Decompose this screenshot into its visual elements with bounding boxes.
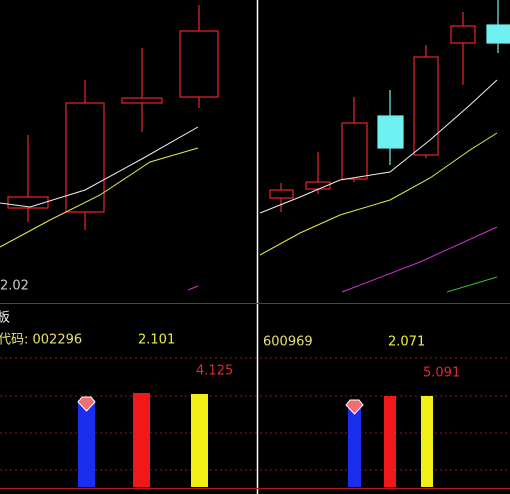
highlight-label: 5.091 [423, 366, 460, 381]
ma-line [446, 276, 498, 293]
ma-line [0, 126, 199, 208]
sector-label: 板 [0, 311, 10, 326]
ma-line [0, 147, 199, 248]
value-label: 2.071 [388, 335, 425, 350]
price-label: 2.02 [0, 279, 29, 294]
value-label: 2.101 [138, 333, 175, 348]
code-label: 600969 [263, 335, 313, 350]
ma-line [259, 79, 498, 214]
highlight-label: 4.125 [196, 364, 233, 379]
indicator-bars [77, 393, 433, 487]
ma-line [259, 132, 498, 256]
ma-line [341, 226, 498, 293]
code-label: 代码: 002296 [0, 333, 82, 348]
ma-line [187, 285, 199, 291]
candles-right [269, 0, 510, 212]
